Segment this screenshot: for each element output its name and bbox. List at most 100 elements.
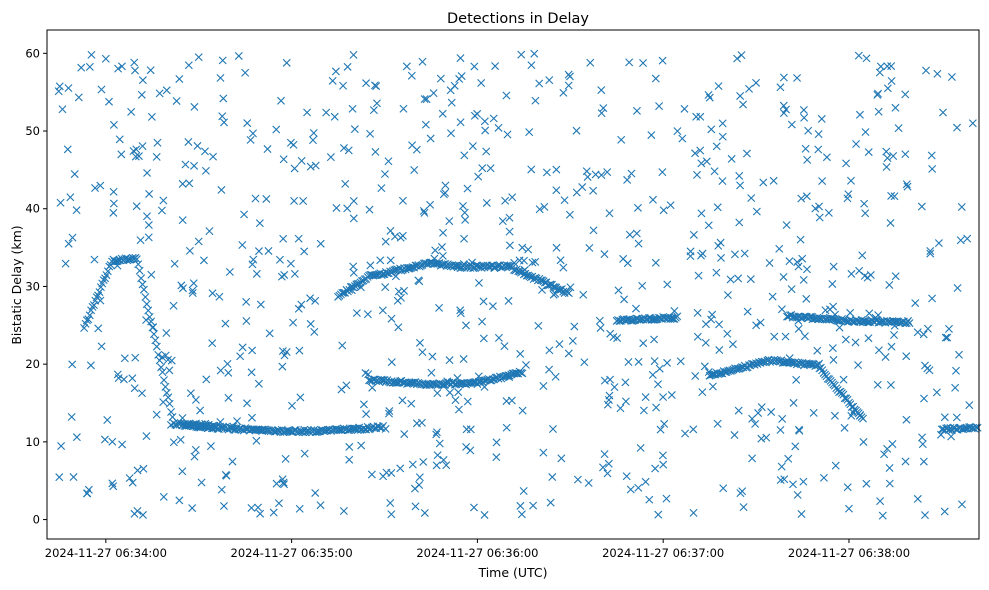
detection-marker: [185, 246, 194, 255]
detection-marker: [639, 59, 648, 68]
detection-marker: [219, 502, 228, 510]
detection-marker: [130, 58, 139, 67]
detection-marker: [529, 501, 538, 510]
detection-marker: [700, 362, 709, 371]
detection-marker: [382, 468, 391, 477]
detection-marker: [548, 424, 557, 433]
detection-marker: [492, 438, 501, 447]
detection-marker: [855, 110, 864, 119]
detection-marker: [243, 119, 252, 128]
detection-marker: [219, 94, 228, 103]
detection-marker: [359, 400, 368, 409]
detection-marker: [782, 221, 791, 230]
detection-marker: [169, 438, 178, 447]
detection-marker: [167, 408, 176, 416]
detection-marker: [625, 58, 634, 67]
detection-marker: [439, 455, 448, 464]
detection-marker: [430, 254, 439, 263]
detection-marker: [794, 262, 803, 271]
detection-marker: [752, 78, 761, 87]
y-tick-label: 50: [25, 124, 40, 138]
detection-marker: [923, 324, 932, 333]
detection-marker: [660, 419, 669, 428]
detection-marker: [604, 396, 613, 405]
detection-marker: [525, 128, 534, 137]
x-tick-label: 2024-11-27 06:37:00: [602, 546, 724, 560]
detection-marker: [552, 186, 561, 195]
detection-marker: [696, 146, 705, 155]
detection-marker: [639, 406, 648, 415]
detection-marker: [381, 424, 390, 433]
detection-marker: [322, 108, 331, 117]
detection-marker: [422, 95, 431, 104]
detection-marker: [113, 261, 122, 270]
detection-marker: [167, 356, 176, 365]
detection-marker: [70, 170, 79, 179]
detection-marker: [396, 464, 405, 473]
detection-marker: [596, 323, 605, 332]
detection-marker: [404, 264, 413, 273]
y-tick-label: 10: [25, 435, 40, 449]
detection-marker: [501, 196, 510, 205]
detection-marker: [247, 368, 256, 377]
detection-marker: [138, 280, 147, 289]
detection-marker: [651, 258, 660, 267]
detection-marker: [201, 419, 210, 428]
detection-marker: [399, 104, 408, 113]
detection-marker: [196, 406, 205, 415]
detection-marker: [282, 58, 291, 67]
detection-marker: [889, 152, 898, 160]
detection-marker: [190, 161, 199, 170]
detection-marker: [809, 408, 818, 417]
detection-marker: [666, 201, 675, 210]
detection-marker: [279, 478, 288, 487]
detection-marker: [504, 296, 513, 305]
detection-marker: [54, 87, 63, 96]
detection-marker: [797, 510, 806, 519]
detection-marker: [655, 102, 664, 111]
detection-marker: [159, 196, 168, 205]
detection-marker: [119, 375, 128, 384]
detection-marker: [63, 145, 72, 154]
detection-marker: [120, 354, 129, 363]
detection-marker: [415, 277, 424, 286]
detection-marker: [885, 479, 894, 488]
detection-marker: [943, 333, 952, 342]
detection-marker: [718, 119, 727, 128]
detection-marker: [654, 380, 662, 389]
detection-marker: [686, 252, 695, 261]
detection-marker: [144, 233, 153, 242]
detection-marker: [927, 151, 936, 160]
detection-marker: [932, 388, 941, 397]
detection-marker: [716, 253, 725, 262]
detection-marker: [936, 430, 945, 439]
detection-marker: [621, 378, 630, 387]
detection-marker: [387, 510, 396, 519]
detection-marker: [460, 151, 469, 160]
detection-marker: [606, 375, 615, 384]
detection-marker: [864, 334, 873, 343]
detection-marker: [66, 193, 75, 202]
detection-marker: [328, 76, 337, 85]
detection-marker: [926, 249, 935, 258]
detection-marker: [623, 259, 632, 268]
detection-marker: [751, 419, 760, 428]
detection-marker: [580, 358, 589, 367]
detection-marker: [714, 82, 723, 91]
detection-marker: [944, 324, 953, 333]
detection-marker: [712, 268, 721, 277]
detection-marker: [96, 181, 105, 190]
detection-marker: [306, 162, 315, 171]
detection-marker: [692, 112, 701, 121]
detection-marker: [438, 109, 447, 118]
detection-marker: [794, 316, 803, 325]
detection-marker: [735, 218, 744, 227]
detection-marker: [508, 193, 517, 202]
detection-marker: [477, 263, 486, 272]
detection-marker: [443, 377, 452, 386]
detection-marker: [913, 328, 922, 337]
detection-marker: [109, 120, 118, 129]
detection-marker: [90, 255, 99, 264]
detection-marker: [504, 261, 513, 270]
detection-marker: [616, 404, 625, 413]
